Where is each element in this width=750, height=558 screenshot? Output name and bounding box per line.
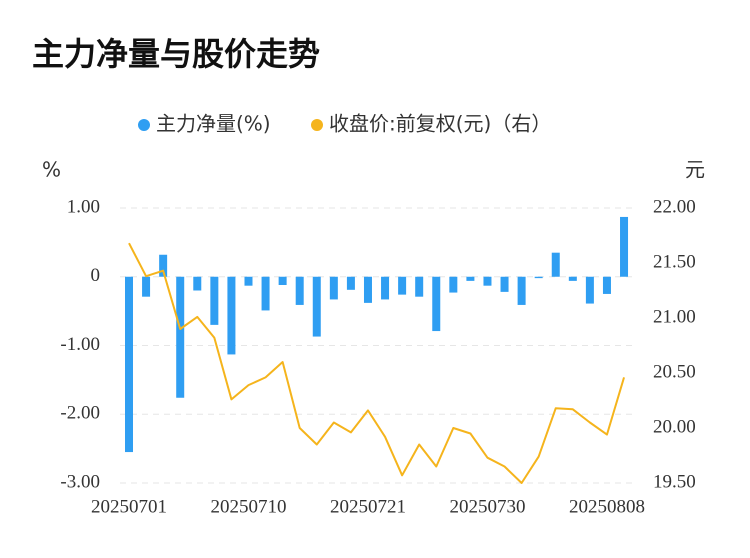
y2-tick-label: 19.50 (653, 471, 696, 492)
bar (398, 276, 407, 295)
y-axis-unit: % (42, 158, 61, 182)
bar (295, 276, 304, 305)
bar (432, 276, 441, 332)
bar (312, 276, 321, 337)
bar (142, 276, 151, 297)
y2-tick-label: 20.00 (653, 416, 696, 437)
y-tick-label: -2.00 (60, 403, 100, 424)
bar (381, 276, 390, 300)
bar (278, 276, 287, 285)
bar (483, 276, 492, 286)
bar (329, 276, 338, 300)
legend-label: 收盘价:前复权(元)（右） (329, 112, 551, 136)
bar (244, 276, 253, 286)
legend-label: 主力净量(%) (156, 112, 271, 136)
y2-axis-unit: 元 (685, 158, 705, 182)
price-line (128, 242, 625, 484)
y2-tick-label: 21.50 (653, 251, 696, 272)
y-tick-label: -3.00 (60, 471, 100, 492)
y-tick-label: 0 (91, 265, 101, 286)
bar (585, 276, 594, 304)
bar (176, 276, 185, 398)
bar (517, 276, 526, 305)
bar (620, 216, 629, 277)
bar (466, 276, 475, 281)
bar (227, 276, 236, 355)
y-tick-label: 1.00 (67, 196, 100, 217)
bar (415, 276, 424, 297)
bar (346, 276, 355, 290)
chart-title: 主力净量与股价走势 (32, 35, 320, 73)
bar (551, 252, 560, 277)
y-tick-label: -1.00 (60, 334, 100, 355)
bar (500, 276, 509, 292)
y2-tick-label: 22.00 (653, 196, 696, 217)
bar (602, 276, 611, 294)
bar (125, 276, 133, 453)
bar (159, 254, 168, 277)
bar (534, 276, 543, 279)
bar (568, 276, 577, 281)
y2-tick-label: 20.50 (653, 361, 696, 382)
legend-marker (311, 119, 323, 131)
bar (363, 276, 372, 303)
bar (261, 276, 270, 311)
legend-marker (138, 119, 150, 131)
x-tick-label: 20250808 (569, 496, 645, 517)
bar (449, 276, 458, 293)
x-tick-label: 20250710 (210, 496, 286, 517)
x-tick-label: 20250721 (330, 496, 406, 517)
bar (193, 276, 202, 291)
x-tick-label: 20250730 (449, 496, 525, 517)
bar (210, 276, 219, 325)
x-tick-label: 20250701 (91, 496, 167, 517)
y2-tick-label: 21.00 (653, 306, 696, 327)
